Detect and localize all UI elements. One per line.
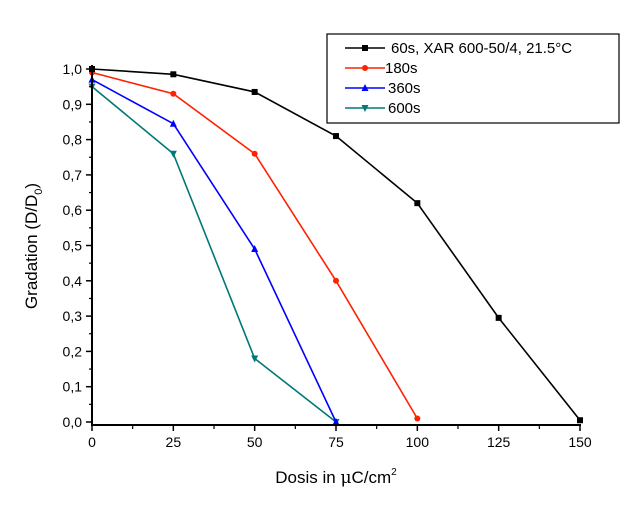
series-360s	[88, 75, 340, 425]
data-point	[361, 105, 369, 112]
legend-label: 180s	[385, 60, 418, 77]
data-point	[251, 245, 259, 253]
y-axis-label: Gradation (D/D0)	[22, 183, 45, 309]
y-tick-label: 0,3	[63, 308, 83, 324]
data-point	[495, 314, 502, 321]
legend-label: 600s	[388, 100, 421, 117]
x-tick-label: 75	[328, 434, 344, 450]
data-point	[361, 84, 369, 91]
y-tick-label: 0,1	[63, 379, 83, 395]
data-point	[251, 355, 259, 363]
legend-item: 180s	[345, 60, 418, 77]
legend-label: 60s, XAR 600-50/4, 21.5°C	[391, 40, 572, 57]
y-tick-label: 0,4	[63, 273, 83, 289]
y-tick-label: 0,0	[63, 414, 83, 430]
legend-item: 60s, XAR 600-50/4, 21.5°C	[345, 40, 572, 57]
data-point	[414, 415, 421, 422]
y-tick-label: 0,2	[63, 343, 83, 359]
data-point	[170, 71, 177, 78]
data-point	[577, 417, 583, 424]
legend-label: 360s	[388, 80, 421, 97]
series-600s	[88, 83, 340, 426]
legend-item: 360s	[345, 80, 421, 97]
x-tick-label: 150	[568, 434, 592, 450]
y-tick-label: 1,0	[63, 61, 83, 77]
data-point	[169, 150, 177, 158]
x-tick-label: 100	[406, 434, 430, 450]
y-tick-label: 0,7	[63, 167, 83, 183]
x-axis-label: Dosis in μC/cm2	[275, 467, 397, 488]
series-line	[91, 78, 337, 423]
data-point	[333, 277, 339, 284]
y-tick-label: 0,9	[63, 96, 83, 112]
data-point	[170, 90, 177, 97]
legend: 60s, XAR 600-50/4, 21.5°C 180s 360s 600s	[326, 33, 620, 124]
x-tick-label: 125	[487, 434, 511, 450]
y-tick-label: 0,6	[63, 202, 83, 218]
x-tick-label: 0	[88, 434, 96, 450]
data-point	[362, 65, 368, 71]
y-tick-label: 0,8	[63, 132, 83, 148]
data-point	[251, 150, 258, 157]
data-point	[414, 200, 421, 207]
data-point	[169, 119, 177, 127]
data-point	[251, 88, 258, 95]
x-tick-label: 25	[166, 434, 182, 450]
data-point	[362, 45, 368, 51]
legend-item: 600s	[345, 100, 421, 117]
y-tick-label: 0,5	[63, 238, 83, 254]
axes-layer: 0,0 0,1 0,2 0,3 0,4 0,5 0,6 0,7 0,8 0,9 1,0 0 25 50 75…	[63, 61, 592, 450]
series-line	[91, 86, 337, 423]
data-point	[332, 418, 340, 425]
data-point	[333, 133, 339, 140]
x-tick-label: 50	[247, 434, 263, 450]
